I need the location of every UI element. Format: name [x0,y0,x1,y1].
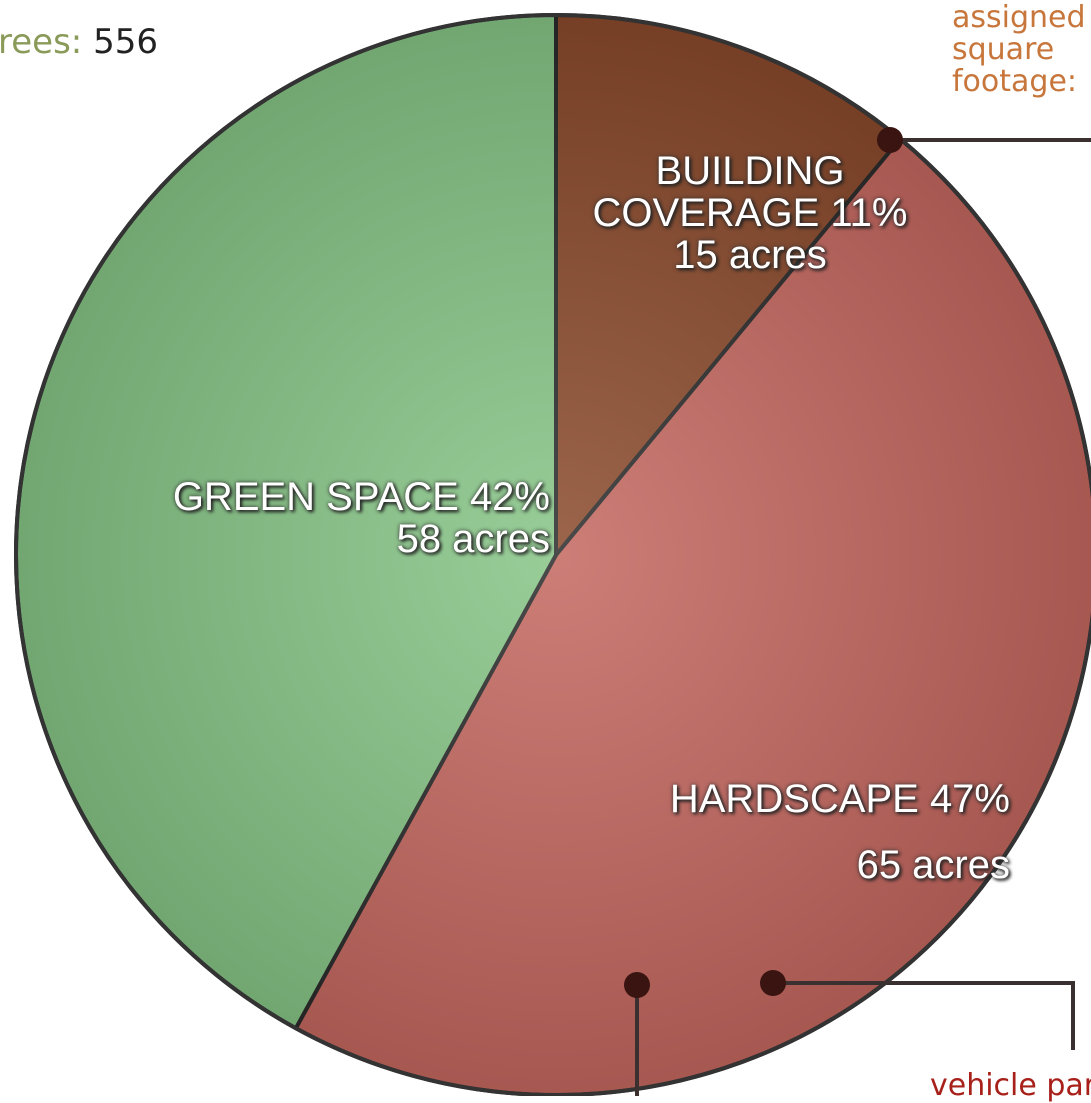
slice-label: GREEN SPACE 42% 58 acres [120,476,550,560]
label-line: BUILDING COVERAGE 11% [580,150,920,234]
label-line: HARDSCAPE 47% [560,778,1010,820]
footage-callout: assigned square footage: [952,2,1086,98]
connectors [635,138,1091,1096]
trees-callout: rees: 556 [0,22,158,62]
value-label: 11% [830,191,908,235]
category-label: BUILDING COVERAGE [592,149,845,235]
area-label: 15 acres [673,233,827,277]
footage-line: footage: [952,64,1078,99]
footage-line: square [952,32,1055,67]
label-line: GREEN SPACE 42% [120,476,550,518]
slice-label: HARDSCAPE 47% 65 acres [560,778,1010,886]
slice-label: BUILDING COVERAGE 11% 15 acres [580,150,920,276]
trees-label: rees: [0,22,83,62]
area-label: 65 acres [856,843,1010,887]
trees-value: 556 [93,22,158,62]
callout-dots [624,127,903,998]
category-label: GREEN SPACE [172,475,459,519]
pie-outline [14,13,1091,1096]
footage-line: assigned [952,0,1086,35]
category-label: HARDSCAPE [669,777,919,821]
value-label: 47% [929,777,1010,821]
area-label: 58 acres [396,517,550,561]
value-label: 42% [469,475,550,519]
parking-callout: vehicle par [930,1068,1091,1103]
